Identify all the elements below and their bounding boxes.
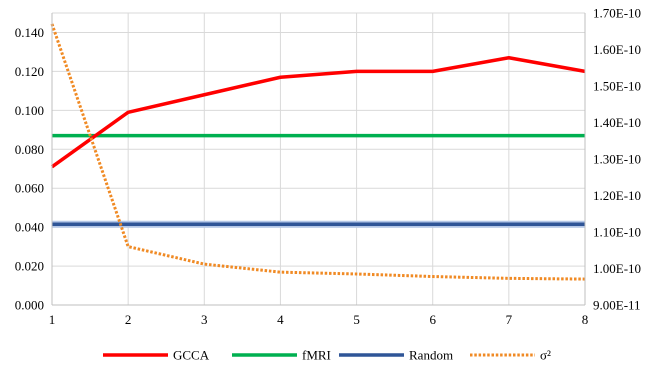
x-tick-label: 4 <box>277 312 284 327</box>
series-layer <box>50 23 586 281</box>
y-right-tick-label: 1.70E-10 <box>593 6 641 21</box>
y-right-tick-label: 1.20E-10 <box>593 188 641 203</box>
x-tick-label: 8 <box>582 312 589 327</box>
legend-label-sigma2: σ² <box>540 348 551 363</box>
y-left-tick-label: 0.060 <box>15 181 44 196</box>
y-right-tick-label: 1.10E-10 <box>593 225 641 240</box>
x-tick-label: 5 <box>353 312 360 327</box>
y-right-tick-label: 1.30E-10 <box>593 152 641 167</box>
legend-label-fmri: fMRI <box>302 348 331 363</box>
y-left-tick-label: 0.040 <box>15 220 44 235</box>
x-tick-label: 6 <box>429 312 436 327</box>
y-left-tick-label: 0.120 <box>15 64 44 79</box>
y-left-tick-label: 0.020 <box>15 259 44 274</box>
legend-label-random: Random <box>409 348 453 363</box>
axes: 0.000 0.020 0.040 0.060 0.080 0.100 0.120 0.140… <box>15 6 641 328</box>
y-left-tick-label: 0.080 <box>15 142 44 157</box>
legend: GCCA fMRI Random σ² <box>103 348 551 363</box>
y-right-tick-label: 9.00E-11 <box>593 298 641 313</box>
x-tick-label: 7 <box>506 312 513 327</box>
series-line-sigma2 <box>50 23 586 281</box>
y-left-tick-label: 0.000 <box>15 298 44 313</box>
x-tick-label: 1 <box>49 312 56 327</box>
series-line-gcca <box>50 56 586 169</box>
legend-label-gcca: GCCA <box>173 348 210 363</box>
x-tick-label: 2 <box>125 312 132 327</box>
y-right-tick-label: 1.60E-10 <box>593 42 641 57</box>
y-right-tick-label: 1.50E-10 <box>593 79 641 94</box>
x-tick-label: 3 <box>201 312 208 327</box>
y-left-tick-label: 0.140 <box>15 25 44 40</box>
y-left-tick-label: 0.100 <box>15 103 44 118</box>
y-right-tick-label: 1.00E-10 <box>593 261 641 276</box>
y-right-tick-label: 1.40E-10 <box>593 115 641 130</box>
